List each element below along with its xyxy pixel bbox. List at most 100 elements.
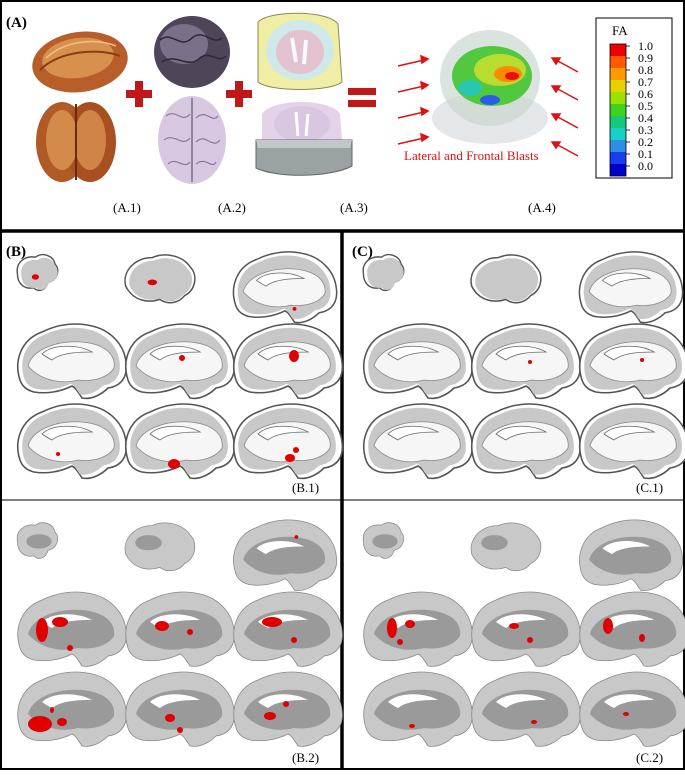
injury-region — [285, 454, 295, 462]
injury-region — [289, 350, 299, 362]
injury-region — [528, 360, 532, 364]
injury-region — [531, 720, 537, 724]
colorbar-swatches — [609, 43, 627, 177]
injury-region — [292, 307, 297, 311]
injury-region — [52, 617, 68, 627]
injury-region — [57, 718, 67, 726]
sublabel-b1: (B.1) — [292, 480, 319, 495]
colorbar-tick-label: 0.8 — [638, 63, 653, 77]
brain-slice — [362, 522, 405, 559]
injury-region — [155, 621, 169, 631]
slice-tissue — [470, 522, 542, 572]
brain-slice — [16, 522, 59, 559]
brain-slice — [233, 323, 344, 400]
blast-caption: Lateral and Frontal Blasts — [404, 148, 539, 163]
colorbar-tick-label: 0.6 — [638, 87, 653, 101]
injury-region — [294, 535, 299, 539]
colorbar-tick-label: 0.0 — [638, 159, 653, 173]
brain-slice — [470, 254, 542, 304]
injury-region — [28, 716, 52, 732]
fiber-tract-brain-side — [32, 31, 128, 93]
brain-slice — [17, 403, 128, 480]
brain-slice — [363, 591, 473, 667]
brain-slice — [125, 591, 235, 667]
fa-colorbar: FA 1.00.90.80.70.60.50.40.30.20.10.0 — [595, 17, 673, 179]
slice-grid-c1 — [362, 251, 685, 480]
colorbar-tick-label: 0.7 — [638, 75, 653, 89]
injury-region — [509, 623, 519, 629]
sublabel-a1: (A.1) — [113, 200, 141, 215]
colorbar-tick-label: 0.1 — [638, 147, 653, 161]
injury-region — [409, 724, 415, 728]
brain-slice — [578, 251, 684, 324]
brain-slice — [125, 671, 235, 747]
colorbar-tick-label: 0.3 — [638, 123, 653, 137]
injury-region — [405, 620, 415, 628]
brain-slice — [471, 671, 581, 747]
skull-mesh-block — [255, 102, 353, 176]
slice-grid-b2 — [16, 519, 343, 747]
brain-slice — [363, 671, 473, 747]
colorbar-swatch — [610, 164, 626, 176]
cortex-surface-brain-dark — [154, 16, 230, 88]
colorbar-swatch — [610, 68, 626, 80]
brain-slice — [471, 591, 581, 667]
brain-slice — [17, 671, 127, 747]
slice-grid-b1 — [16, 251, 344, 480]
brain-slice — [17, 591, 127, 667]
injury-region — [179, 355, 185, 361]
colorbar-swatch — [610, 92, 626, 104]
injury-region — [67, 645, 73, 651]
colorbar-tick-label: 0.9 — [638, 51, 653, 65]
sublabel-a2: (A.2) — [218, 200, 246, 215]
brain-slice — [579, 519, 684, 592]
colorbar-frame — [595, 17, 673, 179]
injury-region — [165, 714, 175, 722]
colorbar-tick-label: 0.2 — [638, 135, 653, 149]
brain-slice — [233, 591, 343, 667]
colorbar-swatch — [610, 44, 626, 56]
injury-region — [640, 358, 644, 362]
colorbar-swatch — [610, 80, 626, 92]
colorbar-tick-label: 1.0 — [638, 39, 653, 53]
cortex-surface-brain-light — [158, 96, 226, 184]
brain-slice — [233, 671, 343, 747]
slice-tissue — [21, 257, 58, 290]
sublabel-b2: (B.2) — [292, 750, 319, 765]
blast-model-brain — [432, 30, 548, 144]
injury-region — [177, 727, 183, 733]
brain-slice — [124, 522, 196, 572]
brain-slice — [16, 253, 59, 292]
blast-arrows-left — [397, 54, 430, 145]
sublabel-c1: (C.1) — [636, 480, 663, 495]
brain-slice — [125, 323, 236, 400]
injury-region — [397, 639, 403, 645]
brain-slice — [579, 671, 685, 747]
colorbar-swatch — [610, 104, 626, 116]
brain-slice — [17, 323, 128, 400]
panel-a: (A) — [6, 12, 673, 215]
injury-region — [56, 452, 60, 456]
injury-region — [603, 618, 613, 634]
panel-a-label: (A) — [6, 15, 27, 31]
fiber-tract-brain-top — [36, 102, 116, 182]
coronal-mesh-section — [257, 12, 343, 90]
injury-region — [527, 637, 533, 643]
slice-tissue — [124, 522, 196, 572]
injury-region — [293, 447, 299, 453]
injury-region — [168, 459, 180, 469]
brain-slice — [579, 323, 685, 400]
slice-tissue — [367, 257, 404, 290]
injury-region — [639, 634, 645, 642]
brain-slice — [579, 403, 685, 480]
brain-slice — [471, 403, 582, 480]
sublabel-a3: (A.3) — [340, 200, 368, 215]
plus-icon — [226, 81, 252, 107]
brain-slice — [125, 403, 236, 480]
brain-slice — [470, 522, 542, 572]
injury-region — [31, 274, 39, 280]
colorbar-swatch — [610, 128, 626, 140]
blast-arrows-right — [550, 57, 579, 157]
